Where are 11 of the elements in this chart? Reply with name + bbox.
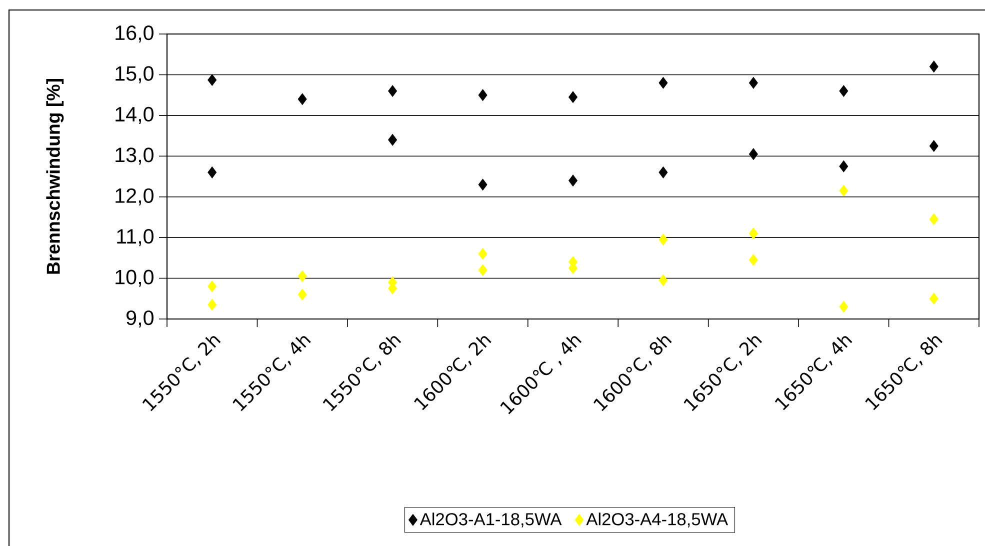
legend-label: Al2O3-A1-18,5WA bbox=[420, 512, 562, 528]
legend-label: Al2O3-A4-18,5WA bbox=[586, 512, 728, 528]
y-tick-label: 12,0 bbox=[116, 188, 154, 206]
y-tick-label: 13,0 bbox=[116, 148, 154, 165]
y-tick-label: 11,0 bbox=[117, 229, 154, 246]
y-tick-label: 15,0 bbox=[116, 66, 154, 84]
y-axis-title: Brennschwindung [%] bbox=[46, 79, 64, 274]
y-tick-label: 16,0 bbox=[116, 25, 154, 43]
y-tick-label: 14,0 bbox=[116, 106, 154, 124]
y-tick-label: 10,0 bbox=[116, 270, 154, 287]
y-tick-label: 9,0 bbox=[126, 310, 154, 328]
